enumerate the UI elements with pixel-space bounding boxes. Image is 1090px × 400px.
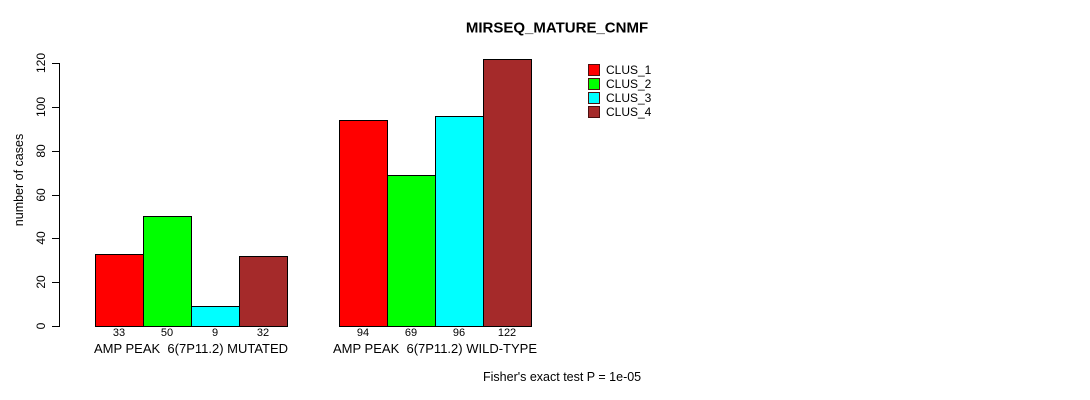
y-tick-label: 60 <box>34 188 48 202</box>
y-tick-label: 80 <box>34 144 48 158</box>
y-axis-tick <box>52 238 59 239</box>
bar-value-label: 32 <box>256 327 270 339</box>
y-axis-tick <box>52 63 59 64</box>
chart-title: MIRSEQ_MATURE_CNMF <box>465 19 649 37</box>
bar-clus_3-group2 <box>435 115 484 327</box>
legend-item-clus_3: CLUS_3 <box>588 92 651 104</box>
bar-value-label: 9 <box>211 327 219 339</box>
legend-label: CLUS_4 <box>606 105 652 119</box>
bar-value-label: 94 <box>356 327 370 339</box>
bar-value-label: 33 <box>112 327 126 339</box>
bar-clus_2-group2 <box>387 174 436 327</box>
y-tick-label: 0 <box>34 322 48 330</box>
bar-clus_4-group2 <box>483 58 532 327</box>
y-axis-label: number of cases <box>12 133 26 227</box>
legend-swatch-icon <box>588 64 600 76</box>
bar-value-label: 69 <box>404 327 418 339</box>
legend: CLUS_1 CLUS_2 CLUS_3 CLUS_4 <box>588 64 651 118</box>
x-category-label: AMP PEAK 6(7P11.2) WILD-TYPE <box>333 341 537 356</box>
y-axis-line <box>59 63 60 327</box>
legend-item-clus_1: CLUS_1 <box>588 64 651 76</box>
legend-label: CLUS_3 <box>606 91 652 105</box>
y-axis-tick <box>52 195 59 196</box>
y-tick-label: 20 <box>34 275 48 289</box>
legend-swatch-icon <box>588 92 600 104</box>
bar-clus_4-group1 <box>239 255 288 327</box>
legend-item-clus_2: CLUS_2 <box>588 78 651 90</box>
bar-value-label: 96 <box>452 327 466 339</box>
legend-swatch-icon <box>588 106 600 118</box>
legend-label: CLUS_2 <box>606 77 652 91</box>
bar-value-label: 122 <box>497 327 517 339</box>
y-tick-label: 40 <box>34 231 48 245</box>
bar-clus_1-group1 <box>95 253 144 327</box>
bar-value-label: 50 <box>160 327 174 339</box>
bar-clus_3-group1 <box>191 306 240 327</box>
legend-item-clus_4: CLUS_4 <box>588 106 651 118</box>
y-axis-tick <box>52 151 59 152</box>
x-category-label: AMP PEAK 6(7P11.2) MUTATED <box>93 341 289 356</box>
legend-swatch-icon <box>588 78 600 90</box>
fisher-test-annotation: Fisher's exact test P = 1e-05 <box>483 370 642 384</box>
y-axis-tick <box>52 282 59 283</box>
y-tick-label: 120 <box>34 52 48 74</box>
y-tick-label: 100 <box>34 96 48 118</box>
bar-clus_1-group2 <box>339 119 388 327</box>
y-axis-tick <box>52 326 59 327</box>
bar-clus_2-group1 <box>143 216 192 327</box>
y-axis-tick <box>52 107 59 108</box>
legend-label: CLUS_1 <box>606 63 652 77</box>
